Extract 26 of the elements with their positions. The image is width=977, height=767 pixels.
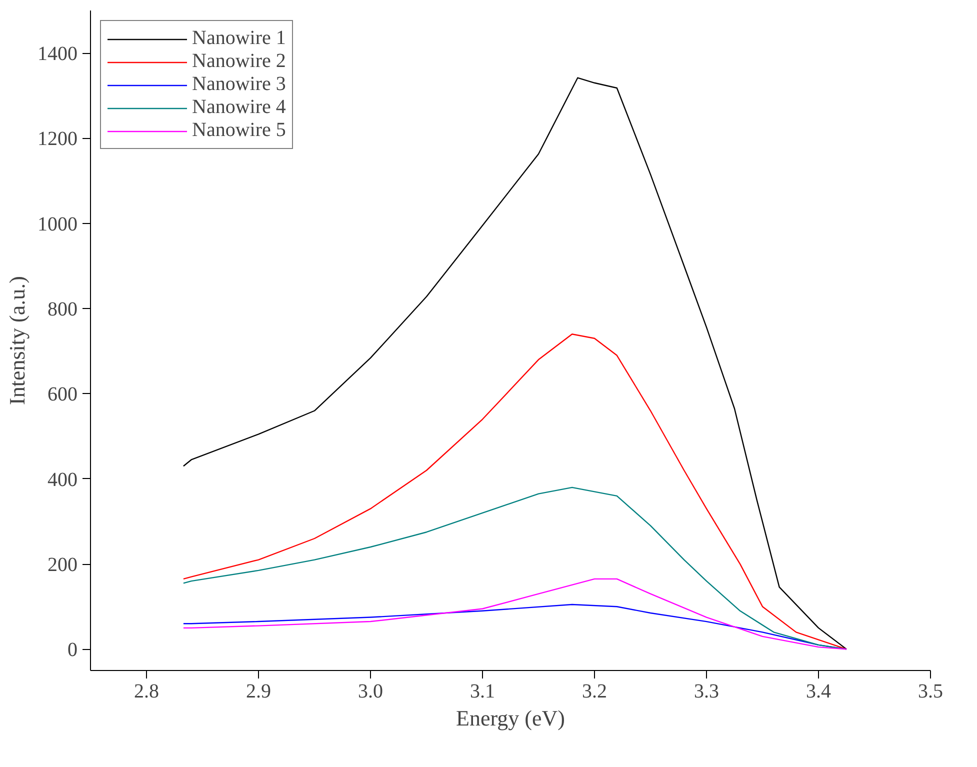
x-axis-title: Energy (eV) — [456, 706, 565, 730]
x-tick-label: 3.2 — [582, 680, 607, 702]
x-tick-label: 3.5 — [918, 680, 943, 702]
y-tick-label: 200 — [48, 554, 78, 576]
y-tick-label: 0 — [68, 639, 78, 662]
legend-label: Nanowire 3 — [192, 73, 286, 96]
y-tick-label: 400 — [48, 468, 78, 491]
x-tick-label: 3.4 — [806, 680, 831, 702]
legend-label: Nanowire 1 — [192, 27, 286, 50]
y-tick-label: 1200 — [38, 128, 78, 150]
y-tick-label: 1400 — [38, 43, 78, 66]
x-tick-label: 3.1 — [470, 680, 495, 702]
line-series — [182, 77, 848, 650]
x-tick-label: 2.9 — [246, 680, 271, 702]
x-tick-label: 3.3 — [694, 680, 719, 702]
y-tick-label: 600 — [48, 384, 78, 406]
legend-label: Nanowire 2 — [192, 50, 286, 73]
legend-label: Nanowire 5 — [192, 119, 286, 142]
line-series — [182, 334, 848, 650]
legend-label: Nanowire 4 — [192, 96, 286, 119]
x-tick-label: 2.8 — [134, 680, 159, 702]
y-axis-title: Intensity (a.u.) — [4, 276, 30, 405]
x-tick-label: 3.0 — [358, 680, 383, 702]
y-tick-label: 800 — [48, 298, 78, 321]
line-series — [182, 578, 848, 650]
y-tick-label: 1000 — [38, 213, 78, 236]
